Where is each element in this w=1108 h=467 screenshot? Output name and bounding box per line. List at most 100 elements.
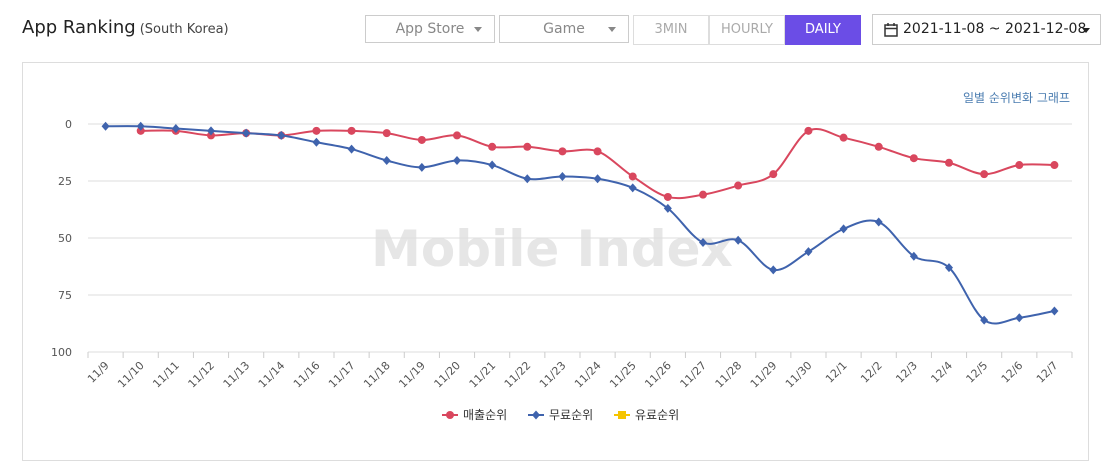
x-tick-label: 11/9 xyxy=(85,359,112,386)
point xyxy=(277,130,286,140)
point xyxy=(101,121,110,131)
point xyxy=(628,183,637,193)
point xyxy=(523,142,532,151)
x-tick-label: 11/27 xyxy=(678,359,710,391)
legend-item: 매출순위 xyxy=(442,408,507,422)
point xyxy=(453,131,461,140)
point xyxy=(593,174,602,184)
x-tick-label: 11/29 xyxy=(748,359,780,391)
y-tick-label: 50 xyxy=(58,232,72,245)
x-tick-label: 11/21 xyxy=(467,359,499,391)
x-tick-label: 11/25 xyxy=(607,359,639,391)
y-tick-label: 100 xyxy=(51,346,72,359)
point xyxy=(839,133,848,142)
legend-label: 유료순위 xyxy=(635,408,679,422)
x-tick-label: 12/1 xyxy=(823,359,850,386)
point xyxy=(909,251,918,261)
x-tick-label: 11/14 xyxy=(256,359,288,391)
legend-item: 무료순위 xyxy=(528,408,593,422)
store-dropdown[interactable]: App Store xyxy=(365,15,495,43)
x-tick-label: 12/5 xyxy=(964,359,991,386)
point xyxy=(804,247,813,257)
point xyxy=(593,147,602,156)
legend-marker xyxy=(446,411,454,419)
legend-label: 무료순위 xyxy=(549,408,593,422)
legend-label: 매출순위 xyxy=(463,408,507,422)
series-line xyxy=(105,125,1055,325)
page-title: App Ranking xyxy=(22,17,136,38)
x-tick-label: 11/11 xyxy=(150,359,182,391)
point xyxy=(909,154,918,163)
header: App Ranking (South Korea) App Store Game … xyxy=(0,0,1108,60)
calendar-icon xyxy=(884,23,898,37)
x-tick-label: 11/18 xyxy=(361,359,393,391)
x-tick-label: 12/7 xyxy=(1034,359,1061,386)
point xyxy=(699,238,707,248)
point xyxy=(488,142,497,151)
store-label: App Store xyxy=(395,21,465,37)
point xyxy=(417,135,426,144)
point xyxy=(1050,161,1059,170)
interval-button[interactable]: HOURLY xyxy=(709,15,785,45)
x-tick-label: 11/13 xyxy=(221,359,253,391)
point xyxy=(1015,313,1024,323)
x-tick-label: 11/16 xyxy=(291,359,323,391)
point xyxy=(734,235,743,245)
point xyxy=(945,263,953,273)
point xyxy=(523,174,532,184)
point xyxy=(347,126,356,135)
point xyxy=(699,190,707,199)
point xyxy=(207,131,215,140)
legend-marker xyxy=(532,410,540,420)
point xyxy=(628,172,637,181)
x-tick-label: 11/22 xyxy=(502,359,534,391)
point xyxy=(558,147,567,156)
x-tick-label: 12/2 xyxy=(858,359,885,386)
point xyxy=(417,162,426,172)
point xyxy=(1015,161,1024,170)
point xyxy=(769,265,778,275)
point xyxy=(663,203,672,213)
watermark: Mobile Index xyxy=(371,220,733,278)
title-block: App Ranking (South Korea) xyxy=(22,17,229,38)
chart-subtitle: 일별 순위변화 그래프 xyxy=(963,91,1070,105)
point xyxy=(945,158,953,167)
x-tick-label: 11/19 xyxy=(396,359,428,391)
point xyxy=(171,124,180,134)
date-range: 2021-11-08 ~ 2021-12-08 xyxy=(903,21,1087,37)
point xyxy=(488,160,497,170)
point xyxy=(1050,306,1059,316)
point xyxy=(804,126,813,135)
x-tick-label: 11/10 xyxy=(115,359,147,391)
point xyxy=(453,155,461,165)
point xyxy=(312,137,321,147)
chart-frame xyxy=(22,62,1089,461)
category-label: Game xyxy=(543,21,585,37)
point xyxy=(242,128,251,138)
x-tick-label: 11/20 xyxy=(432,359,464,391)
x-tick-label: 12/3 xyxy=(893,359,920,386)
series-line xyxy=(140,127,1055,200)
interval-button[interactable]: 3MIN xyxy=(633,15,709,45)
y-tick-label: 0 xyxy=(65,118,72,131)
y-tick-label: 25 xyxy=(58,175,72,188)
point xyxy=(382,129,391,138)
x-tick-label: 11/28 xyxy=(713,359,745,391)
x-tick-label: 11/12 xyxy=(186,359,218,391)
x-tick-label: 11/23 xyxy=(537,359,569,391)
point xyxy=(347,144,356,154)
point xyxy=(769,170,778,179)
point xyxy=(874,217,883,227)
legend-item: 유료순위 xyxy=(614,408,679,422)
x-tick-label: 11/26 xyxy=(642,359,674,391)
point xyxy=(558,171,567,181)
point xyxy=(734,181,743,190)
category-dropdown[interactable]: Game xyxy=(499,15,629,43)
interval-button[interactable]: DAILY xyxy=(785,15,861,45)
date-picker[interactable]: 2021-11-08 ~ 2021-12-08 xyxy=(872,14,1101,45)
y-tick-label: 75 xyxy=(58,289,72,302)
point xyxy=(136,126,145,135)
point xyxy=(312,126,321,135)
